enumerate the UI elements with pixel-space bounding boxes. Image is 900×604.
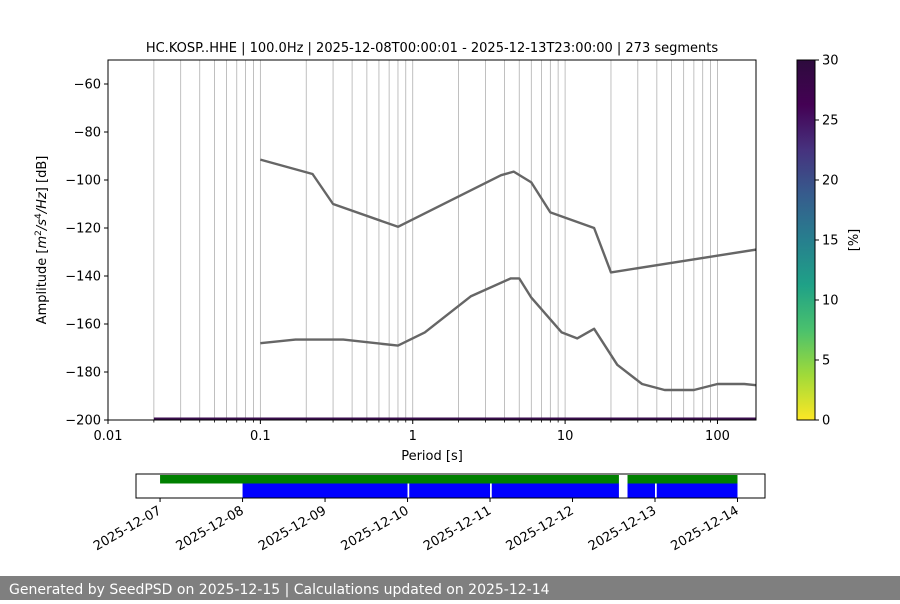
x-tick-label: 1 bbox=[409, 429, 417, 444]
colorbar-tick-label: 15 bbox=[822, 234, 839, 249]
date-tick-label: 2025-12-07 bbox=[91, 503, 164, 554]
timeline-bars bbox=[160, 475, 738, 498]
timeline-segment bbox=[160, 475, 619, 484]
timeline-segment bbox=[627, 483, 656, 498]
date-tick-label: 2025-12-09 bbox=[256, 503, 329, 554]
y-tick-label: −80 bbox=[74, 126, 101, 141]
chart-title: HC.KOSP..HHE | 100.0Hz | 2025-12-08T00:0… bbox=[146, 41, 719, 56]
psd-series bbox=[153, 158, 756, 420]
y-axis-ticks: −60 −80 −100 −120 −140 −160 −180 −200 bbox=[65, 78, 108, 429]
colorbar-tick-label: 5 bbox=[822, 354, 830, 369]
timeline-segment bbox=[491, 483, 619, 498]
timeline-segment bbox=[656, 483, 738, 498]
timeline-segment bbox=[242, 483, 408, 498]
y-tick-label: −180 bbox=[65, 366, 101, 381]
psd-plot: HC.KOSP..HHE | 100.0Hz | 2025-12-08T00:0… bbox=[34, 41, 757, 464]
date-tick-label: 2025-12-08 bbox=[174, 503, 247, 554]
y-tick-label: −140 bbox=[65, 270, 101, 285]
timeline-segment bbox=[409, 483, 491, 498]
series-line bbox=[260, 158, 756, 274]
colorbar-ticks: 0 5 10 15 20 25 30 bbox=[815, 54, 839, 429]
x-tick-label: 100 bbox=[705, 429, 730, 444]
y-tick-label: −160 bbox=[65, 318, 101, 333]
colorbar-tick-label: 10 bbox=[822, 294, 839, 309]
date-tick-label: 2025-12-12 bbox=[504, 503, 577, 554]
timeline-segment bbox=[627, 475, 738, 484]
colorbar-tick-label: 20 bbox=[822, 174, 839, 189]
availability-timeline: 2025-12-07 2025-12-08 2025-12-09 2025-12-10… bbox=[91, 473, 766, 554]
x-tick-label: 10 bbox=[557, 429, 574, 444]
date-tick-label: 2025-12-14 bbox=[669, 503, 742, 554]
colorbar-label: [%] bbox=[847, 229, 862, 252]
y-axis-label: Amplitude [m2/s4/Hz] [dB] bbox=[34, 156, 50, 325]
colorbar-tick-label: 30 bbox=[822, 54, 839, 69]
series-line bbox=[260, 277, 756, 392]
y-tick-label: −60 bbox=[74, 78, 101, 93]
y-tick-label: −100 bbox=[65, 174, 101, 189]
date-tick-label: 2025-12-11 bbox=[421, 503, 494, 554]
figure: HC.KOSP..HHE | 100.0Hz | 2025-12-08T00:0… bbox=[34, 41, 862, 554]
timeline-date-ticks: 2025-12-07 2025-12-08 2025-12-09 2025-12-10… bbox=[91, 498, 742, 554]
y-tick-label: −120 bbox=[65, 222, 101, 237]
x-axis-label: Period [s] bbox=[401, 449, 463, 464]
x-tick-label: 0.1 bbox=[250, 429, 271, 444]
timeline-frame bbox=[135, 473, 766, 499]
plot-frame bbox=[107, 59, 757, 421]
y-tick-label: −200 bbox=[65, 414, 101, 429]
x-axis-ticks: 0.01 0.1 1 10 100 bbox=[94, 420, 730, 444]
colorbar: 0 5 10 15 20 25 30 [%] bbox=[796, 54, 862, 429]
x-tick-label: 0.01 bbox=[94, 429, 123, 444]
colorbar-tick-label: 25 bbox=[822, 114, 839, 129]
colorbar-tick-label: 0 bbox=[822, 414, 830, 429]
footer-status: Generated by SeedPSD on 2025-12-15 | Cal… bbox=[0, 576, 900, 600]
colorbar-gradient bbox=[796, 59, 816, 421]
date-tick-label: 2025-12-13 bbox=[586, 503, 659, 554]
grid-lines bbox=[153, 60, 718, 420]
date-tick-label: 2025-12-10 bbox=[339, 503, 412, 554]
